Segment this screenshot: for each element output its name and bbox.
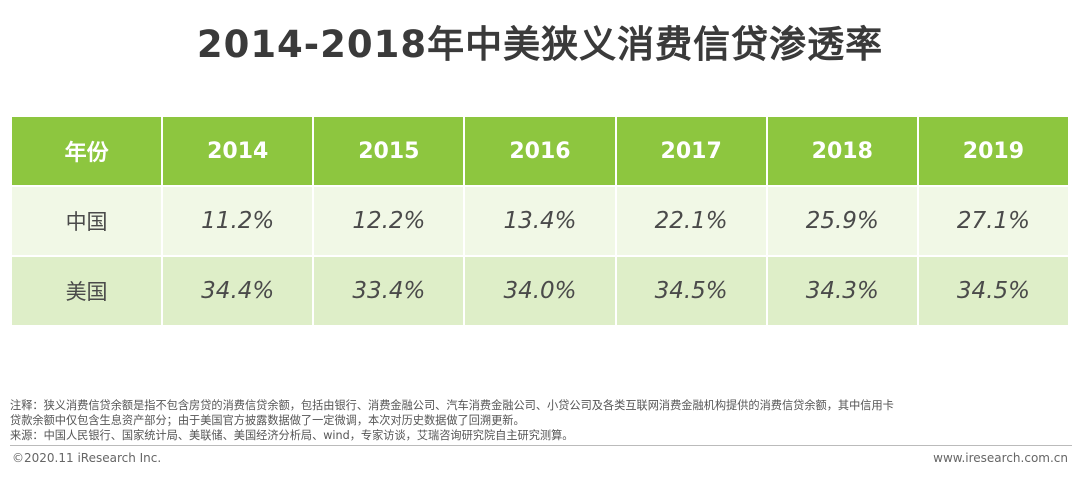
source-line: 来源：中国人民银行、国家统计局、美联储、美国经济分析局、wind，专家访谈，艾瑞… — [10, 429, 574, 442]
cell-usa-2014: 34.4% — [163, 257, 313, 325]
header-2016: 2016 — [465, 117, 615, 185]
cell-usa-2016: 34.0% — [465, 257, 615, 325]
note-line-1: 注释：狭义消费信贷余额是指不包含房贷的消费信贷余额，包括由银行、消费金融公司、汽… — [10, 399, 894, 412]
row-label-usa: 美国 — [12, 257, 162, 325]
row-label-china: 中国 — [12, 187, 162, 255]
website-link[interactable]: www.iresearch.com.cn — [933, 451, 1068, 465]
cell-china-2019: 27.1% — [918, 187, 1068, 255]
copyright-text: ©2020.11 iResearch Inc. — [12, 451, 162, 465]
cell-china-2016: 13.4% — [465, 187, 615, 255]
page-title: 2014-2018年中美狭义消费信贷渗透率 — [196, 23, 884, 66]
header-2018: 2018 — [767, 117, 917, 185]
note-line-2: 贷款余额中仅包含生息资产部分；由于美国官方披露数据做了一定微调，本次对历史数据做… — [10, 414, 525, 427]
header-2019: 2019 — [918, 117, 1068, 185]
table-row-china: 中国 11.2% 12.2% 13.4% 22.1% 25.9% 27.1% — [12, 187, 1068, 255]
notes-block: 注释：狭义消费信贷余额是指不包含房贷的消费信贷余额，包括由银行、消费金融公司、汽… — [10, 398, 1072, 443]
header-2017: 2017 — [616, 117, 766, 185]
cell-usa-2017: 34.5% — [616, 257, 766, 325]
cell-china-2015: 12.2% — [314, 187, 464, 255]
header-2014: 2014 — [163, 117, 313, 185]
header-2015: 2015 — [314, 117, 464, 185]
table-header-row: 年份 2014 2015 2016 2017 2018 2019 — [12, 117, 1068, 185]
cell-china-2017: 22.1% — [616, 187, 766, 255]
data-table: 年份 2014 2015 2016 2017 2018 2019 中国 11.2… — [10, 115, 1070, 327]
header-year-label: 年份 — [12, 117, 162, 185]
cell-usa-2015: 33.4% — [314, 257, 464, 325]
table-row-usa: 美国 34.4% 33.4% 34.0% 34.5% 34.3% 34.5% — [12, 257, 1068, 325]
cell-china-2018: 25.9% — [767, 187, 917, 255]
footer-divider — [10, 445, 1072, 446]
cell-usa-2019: 34.5% — [918, 257, 1068, 325]
cell-usa-2018: 34.3% — [767, 257, 917, 325]
cell-china-2014: 11.2% — [163, 187, 313, 255]
